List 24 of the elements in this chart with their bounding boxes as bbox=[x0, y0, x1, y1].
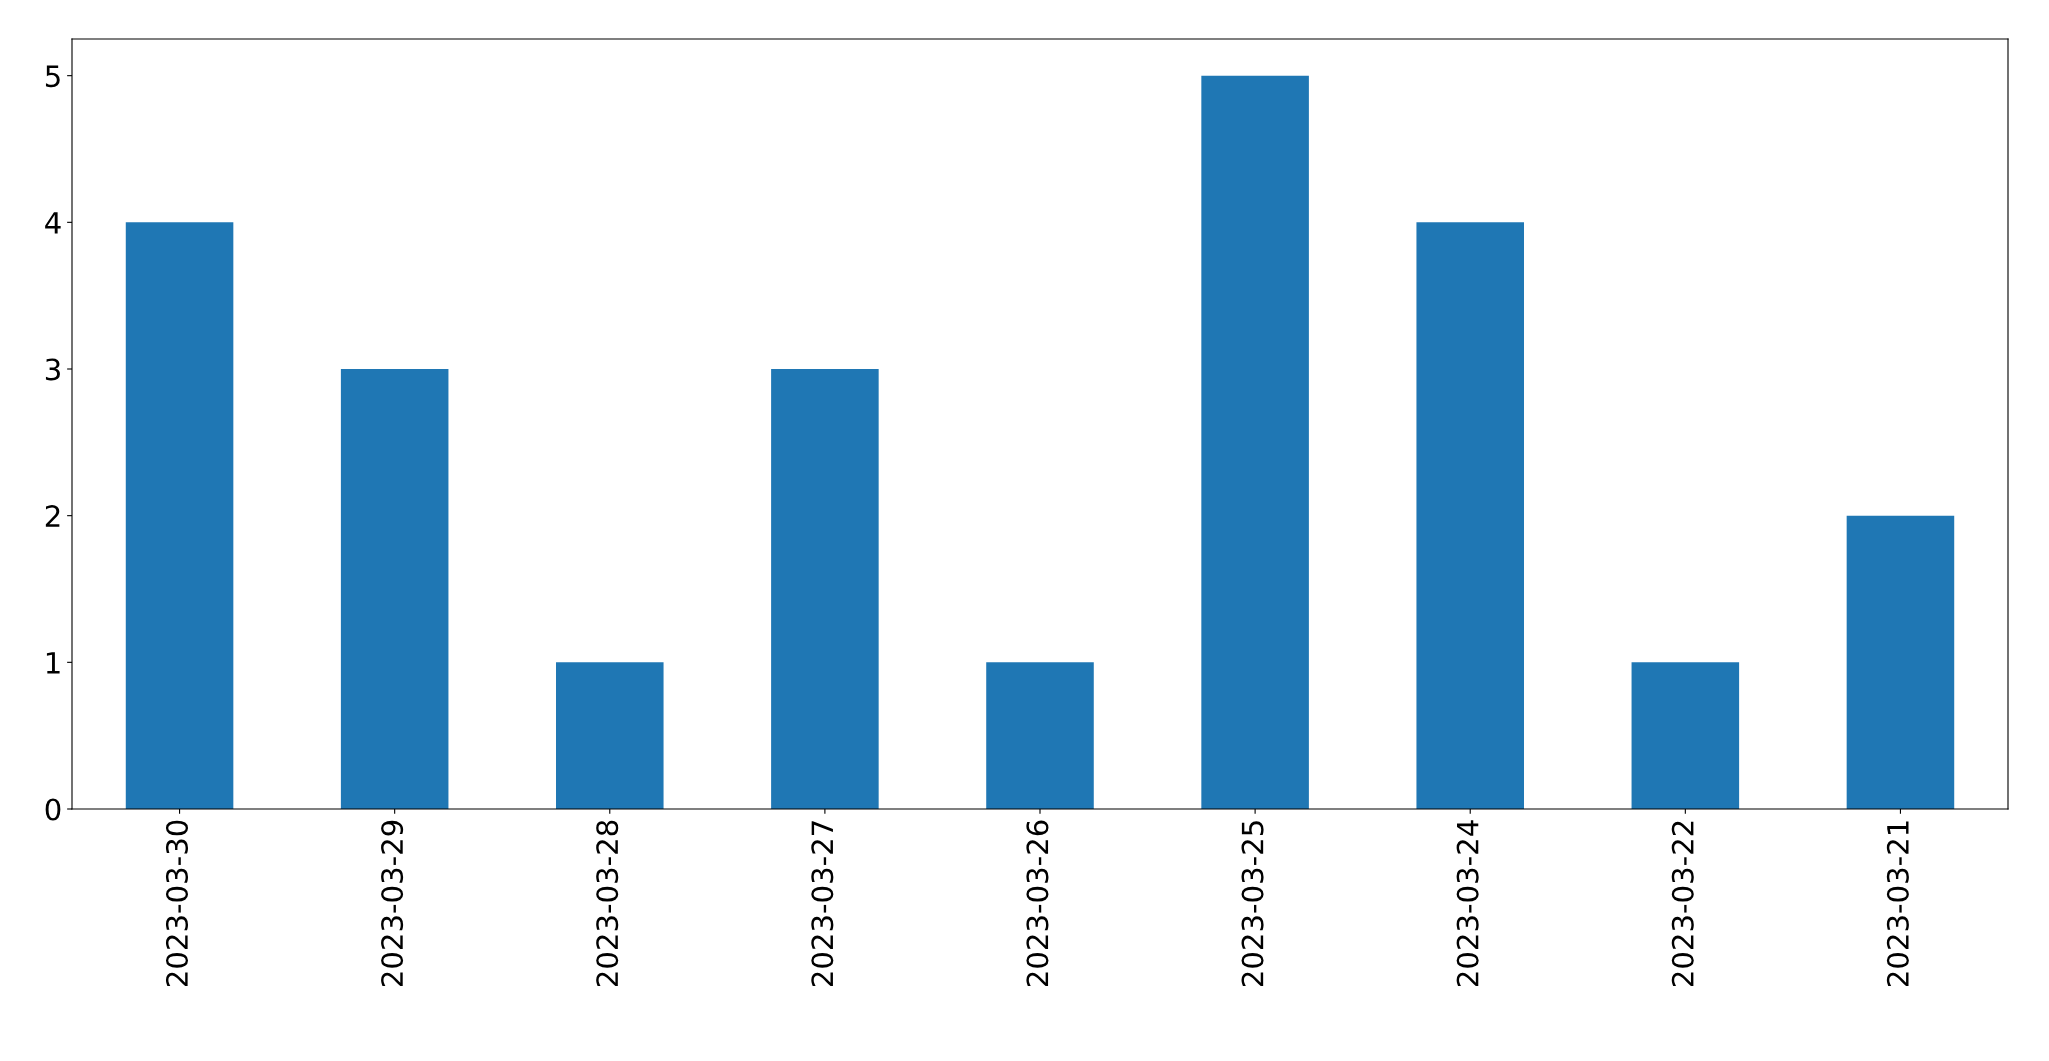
bar bbox=[1846, 515, 1955, 809]
bar bbox=[556, 662, 664, 809]
x-tick-label: 2023-03-24 bbox=[1456, 820, 1479, 987]
y-tick-label: 1 bbox=[46, 652, 60, 674]
x-tick-label: 2023-03-29 bbox=[381, 820, 404, 987]
y-tick-label: 2 bbox=[45, 505, 60, 527]
bar bbox=[125, 222, 234, 809]
bar bbox=[1631, 662, 1740, 809]
y-tick-label: 4 bbox=[45, 212, 61, 234]
bar bbox=[1416, 222, 1524, 809]
x-tick-label: 2023-03-26 bbox=[1026, 820, 1049, 987]
y-tick-label: 0 bbox=[45, 798, 61, 821]
bar bbox=[340, 369, 449, 809]
y-tick-label: 5 bbox=[45, 65, 60, 88]
bar bbox=[1201, 75, 1309, 809]
x-tick-label: 2023-03-25 bbox=[1241, 821, 1264, 987]
x-tick-label: 2023-03-21 bbox=[1886, 821, 1909, 987]
x-tick-label: 2023-03-30 bbox=[165, 820, 189, 987]
y-tick-label: 3 bbox=[45, 358, 60, 381]
bar bbox=[771, 369, 879, 809]
x-tick-label: 2023-03-22 bbox=[1671, 821, 1694, 987]
x-tick-label: 2023-03-28 bbox=[596, 820, 619, 987]
bar bbox=[986, 662, 1094, 809]
x-tick-label: 2023-03-27 bbox=[811, 821, 834, 987]
